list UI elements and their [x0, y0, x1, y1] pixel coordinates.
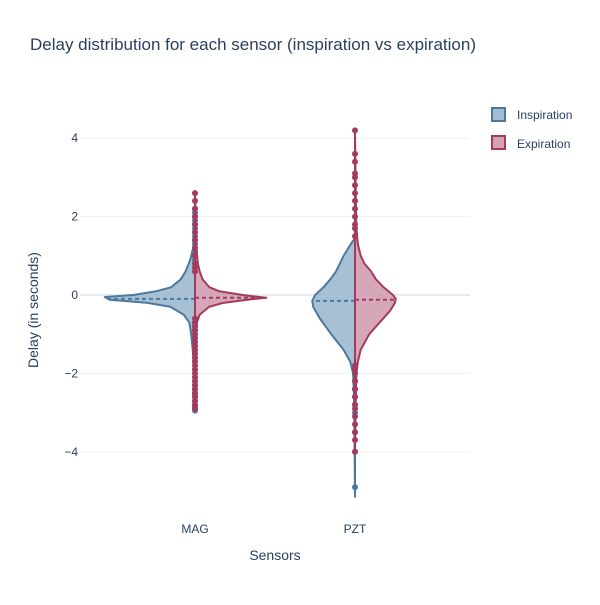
violin-point: [192, 237, 198, 244]
legend-swatch-expiration: [491, 135, 506, 150]
violin-point: [352, 127, 358, 134]
y-axis-ticks: −4 −2 0 2 4: [64, 131, 78, 459]
violins: [103, 127, 397, 498]
violin-inspiration-mag[interactable]: [103, 205, 198, 414]
violin-point: [352, 170, 358, 177]
legend-label-inspiration: Inspiration: [517, 108, 572, 122]
violin-point: [192, 190, 198, 197]
violin-expiration-mag[interactable]: [192, 190, 268, 412]
legend: Inspiration Expiration: [491, 107, 572, 151]
violin-point: [192, 213, 198, 220]
violin-point: [352, 429, 358, 436]
x-tick-label: PZT: [344, 522, 367, 536]
violin-point: [352, 190, 358, 197]
y-tick-label: 2: [71, 210, 78, 224]
violin-point: [192, 244, 198, 251]
violin-body: [194, 190, 268, 412]
violin-point: [352, 437, 358, 444]
violin-inspiration-pzt[interactable]: [311, 237, 358, 498]
y-axis-label: Delay (in seconds): [25, 252, 41, 368]
violin-point: [352, 401, 358, 408]
x-axis-label: Sensors: [249, 547, 300, 563]
y-tick-label: 0: [71, 288, 78, 302]
violin-body: [311, 237, 356, 498]
violin-point: [192, 205, 198, 212]
violin-point: [352, 448, 358, 455]
legend-swatch-inspiration: [491, 107, 506, 122]
violin-body: [103, 205, 196, 412]
legend-label-expiration: Expiration: [517, 137, 570, 151]
y-tick-label: −4: [64, 445, 78, 459]
violin-point: [352, 393, 358, 400]
x-tick-label: MAG: [181, 522, 208, 536]
legend-item-inspiration[interactable]: Inspiration: [491, 107, 572, 122]
violin-point: [352, 484, 358, 491]
violin-body: [354, 129, 397, 453]
violin-point: [352, 213, 358, 220]
violin-point: [192, 229, 198, 236]
legend-item-expiration[interactable]: Expiration: [491, 135, 570, 151]
violin-point: [192, 197, 198, 204]
violin-point: [192, 260, 198, 267]
violin-point: [192, 315, 198, 322]
violin-point: [352, 221, 358, 228]
violin-point: [352, 197, 358, 204]
violin-point: [352, 182, 358, 189]
violin-point: [352, 386, 358, 393]
violin-point: [352, 413, 358, 420]
violin-point: [352, 233, 358, 240]
violin-point: [352, 421, 358, 428]
violin-point: [352, 362, 358, 369]
x-axis-ticks: MAG PZT: [181, 522, 367, 536]
violin-point: [352, 158, 358, 165]
violin-point: [192, 252, 198, 259]
violin-expiration-pzt[interactable]: [352, 127, 397, 455]
y-tick-label: −2: [64, 366, 78, 380]
violin-point: [352, 150, 358, 157]
chart-title: Delay distribution for each sensor (insp…: [30, 35, 476, 54]
y-tick-label: 4: [71, 131, 78, 145]
violin-point: [192, 221, 198, 228]
violin-point: [352, 378, 358, 385]
violin-point: [352, 205, 358, 212]
